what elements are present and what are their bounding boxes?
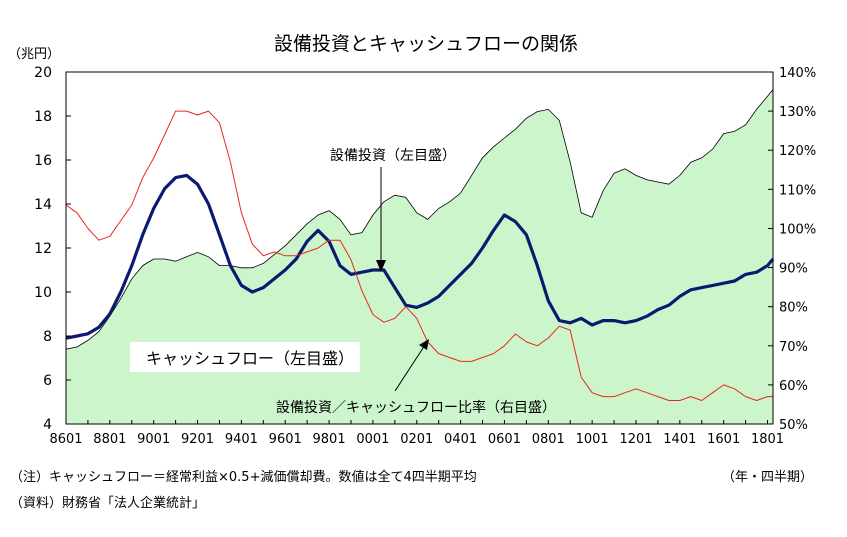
investment-annotation-label: 設備投資（左目盛） — [330, 148, 456, 164]
ratio-annotation: 設備投資／キャッシュフロー比率（右目盛） — [276, 339, 556, 416]
ratio-annotation-arrow — [394, 344, 426, 392]
y-left-tick-label: 16 — [34, 153, 52, 169]
y-left-tick-label: 12 — [34, 241, 52, 257]
left-axis-unit: （兆円） — [8, 47, 60, 62]
cashflow-annotation-box — [130, 342, 360, 372]
y-right-tick-label: 70% — [779, 340, 808, 355]
y-right-tick-label: 140% — [779, 66, 816, 81]
x-tick-label: 9801 — [313, 432, 346, 447]
investment-annotation-arrowhead — [376, 260, 386, 272]
line-layer — [65, 110, 775, 401]
x-tick-label: 9601 — [269, 432, 302, 447]
x-tick-label: 1001 — [576, 432, 609, 447]
y-left-tick-label: 14 — [34, 197, 52, 213]
x-tick-label: 0801 — [532, 432, 565, 447]
x-tick-label: 1601 — [707, 432, 740, 447]
investment-annotation: 設備投資（左目盛） — [330, 148, 456, 272]
ratio-annotation-arrowhead — [419, 339, 429, 350]
x-tick-label: 0601 — [488, 432, 521, 447]
footnote-source: （資料）財務省「法人企業統計」 — [10, 496, 206, 511]
y-left-tick-label: 10 — [34, 285, 52, 301]
y-left-tick-label: 18 — [34, 109, 52, 125]
y-left-tick-label: 8 — [43, 329, 52, 345]
x-tick-label: 9001 — [137, 432, 170, 447]
chart-title: 設備投資とキャッシュフローの関係 — [274, 33, 578, 55]
y-right-tick-label: 100% — [779, 222, 816, 237]
investment-area-fill — [66, 89, 773, 424]
y-right-tick-label: 130% — [779, 105, 816, 120]
axis-layer: 4 6 8 10 12 14 16 18 20 50% 60% 70% 80% 90% 100% 110% 12… — [34, 65, 816, 447]
investment-area-layer — [65, 89, 774, 424]
ratio-annotation-label: 設備投資／キャッシュフロー比率（右目盛） — [276, 399, 556, 416]
y-right-tick-label: 120% — [779, 144, 816, 159]
x-tick-label: 9201 — [181, 432, 214, 447]
x-tick-label: 0401 — [444, 432, 477, 447]
y-left-tick-label: 6 — [43, 373, 52, 389]
y-right-tick-label: 60% — [779, 379, 808, 394]
y-left-tick-label: 4 — [43, 417, 52, 433]
y-right-tick-label: 110% — [779, 183, 816, 198]
y-right-tick-label: 80% — [779, 301, 808, 316]
x-tick-label: 8801 — [93, 432, 126, 447]
x-tick-label: 0201 — [400, 432, 433, 447]
x-tick-label: 9401 — [225, 432, 258, 447]
x-tick-label: 0001 — [356, 432, 389, 447]
ratio-series-line — [65, 110, 773, 401]
footnote-definition: （注）キャッシュフロー＝経常利益×0.5+減価償却費。数値は全て4四半期平均 — [10, 470, 477, 485]
x-tick-label: 1401 — [663, 432, 696, 447]
x-tick-label: 1801 — [751, 432, 784, 447]
investment-area-outline — [65, 89, 774, 350]
y-left-tick-label: 20 — [34, 65, 52, 81]
cashflow-series-line — [65, 173, 775, 340]
x-tick-label: 8601 — [49, 432, 82, 447]
cashflow-annotation-label: キャッシュフロー（左目盛） — [146, 349, 354, 368]
footnote-period-unit: （年・四半期） — [722, 470, 814, 485]
y-right-tick-label: 90% — [779, 262, 808, 277]
cashflow-annotation: キャッシュフロー（左目盛） — [130, 342, 360, 372]
x-tick-label: 1201 — [619, 432, 652, 447]
y-right-tick-label: 50% — [779, 418, 808, 433]
